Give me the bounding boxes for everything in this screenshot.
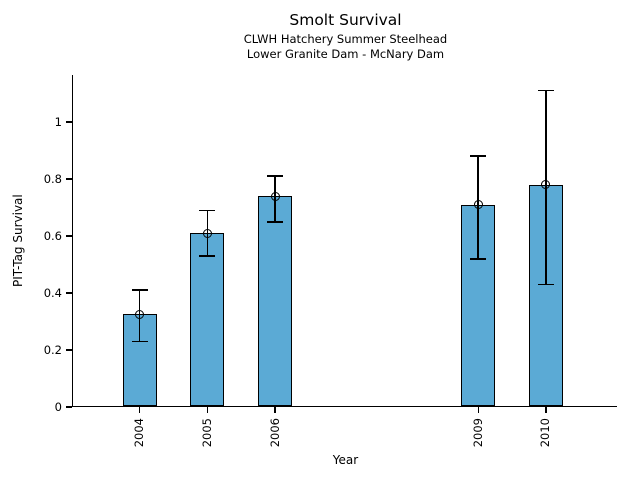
y-tick xyxy=(66,121,72,123)
x-tick-label: 2004 xyxy=(132,418,147,448)
error-cap-bottom xyxy=(131,340,148,343)
plot-area: 0 0.2 0.4 0.6 0.8 1 2004 2005 2006 2009 2010 xyxy=(44,75,617,447)
y-tick-label: 0 xyxy=(54,400,62,414)
y-axis-spine xyxy=(72,75,74,407)
x-tick xyxy=(206,407,209,413)
y-tick xyxy=(66,292,72,294)
y-tick-label: 0.2 xyxy=(43,343,62,357)
error-cap-bottom xyxy=(267,220,284,223)
y-tick xyxy=(66,235,72,237)
data-point-marker xyxy=(135,309,145,319)
chart-subtitle-line1: CLWH Hatchery Summer Steelhead xyxy=(243,32,448,46)
data-point-marker xyxy=(541,180,551,190)
x-tick xyxy=(477,407,479,413)
y-tick-label: 0.6 xyxy=(43,229,62,243)
error-cap-bottom xyxy=(537,283,554,286)
y-tick xyxy=(66,349,72,351)
error-cap-top xyxy=(199,209,216,212)
x-tick xyxy=(545,407,547,413)
x-tick xyxy=(274,407,276,413)
error-cap-top xyxy=(537,89,554,92)
error-cap-bottom xyxy=(199,255,216,257)
chart-title: Smolt Survival xyxy=(289,11,402,29)
y-tick-label: 1 xyxy=(54,115,62,130)
data-point-marker xyxy=(270,191,280,201)
bar xyxy=(190,233,225,406)
y-tick xyxy=(66,406,72,408)
x-axis-label: Year xyxy=(332,453,359,467)
y-tick-label: 0.4 xyxy=(43,286,62,300)
chart-subtitle-line2: Lower Granite Dam - McNary Dam xyxy=(246,47,445,61)
data-point-marker xyxy=(202,228,212,238)
x-axis-spine xyxy=(72,405,617,407)
error-cap-top xyxy=(267,175,284,177)
x-tick xyxy=(139,407,141,413)
x-tick-label: 2010 xyxy=(538,418,553,448)
y-tick xyxy=(66,178,72,180)
data-point-marker xyxy=(473,200,483,210)
error-cap-top xyxy=(131,289,148,291)
x-tick-label: 2006 xyxy=(267,418,282,448)
y-tick-label: 0.8 xyxy=(43,172,62,187)
bar xyxy=(258,196,293,406)
x-tick-label: 2009 xyxy=(470,418,485,448)
error-cap-bottom xyxy=(470,258,487,260)
x-tick-label: 2005 xyxy=(199,418,214,448)
error-cap-top xyxy=(470,155,487,157)
